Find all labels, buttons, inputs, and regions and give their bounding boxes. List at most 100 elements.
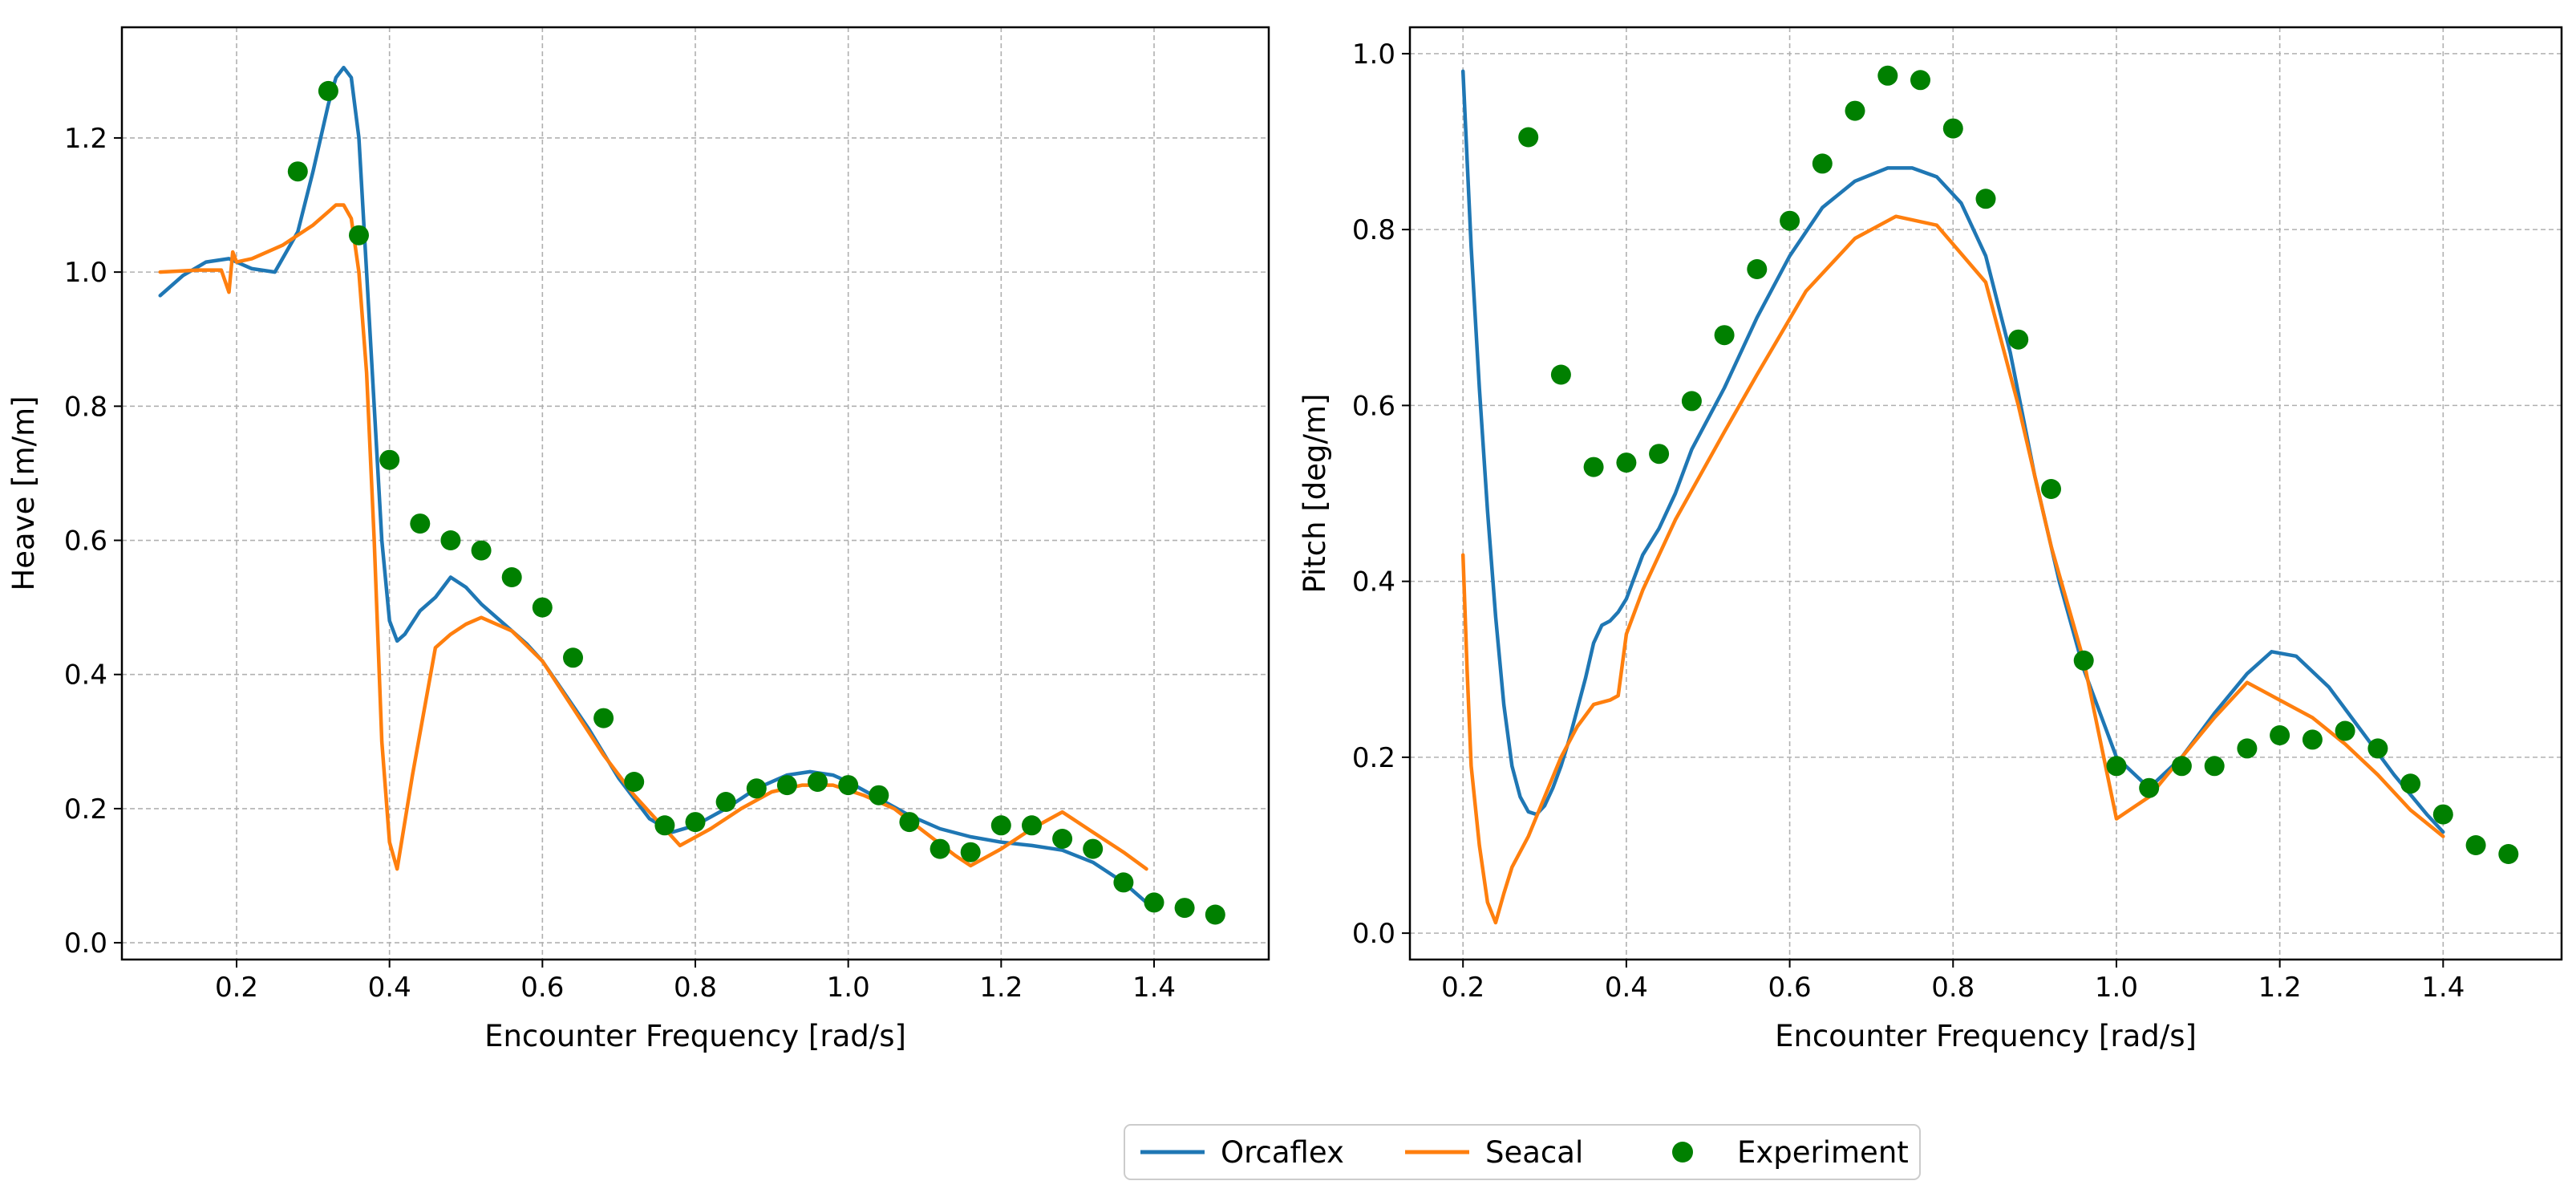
legend-experiment-label: Experiment [1737, 1135, 1909, 1170]
heave-ticks: 0.2 0.4 0.6 0.8 1.0 1.2 1.4 0.0 0.2 0.4 0.6 0.8 1.0 1… [64, 123, 1176, 1004]
pitch-experiment-point [1550, 364, 1571, 385]
heave-experiment-point [1113, 872, 1134, 893]
heave-experiment-point [776, 775, 797, 796]
legend: Orcaflex Seacal Experiment [1124, 1124, 1921, 1180]
pitch-experiment-point [2335, 720, 2355, 741]
heave-experiment-point [593, 708, 614, 728]
heave-experiment-point [685, 812, 706, 833]
pitch-experiment-point [2139, 777, 2160, 798]
heave-experiment-point [1052, 829, 1073, 849]
heave-seacal-line [158, 203, 1148, 871]
pitch-x-tick-label: 1.0 [2095, 972, 2138, 1004]
pitch-experiment-point [2302, 729, 2323, 750]
heave-experiment-point [318, 80, 338, 101]
pitch-experiment-point [2106, 756, 2127, 777]
pitch-y-tick-label: 0.8 [1352, 214, 1395, 246]
heave-experiment-point [532, 597, 553, 618]
pitch-grid [1410, 27, 2562, 960]
pitch-experiment-point [1780, 210, 1800, 231]
heave-experiment-point [1174, 898, 1195, 919]
pitch-x-tick-label: 0.4 [1605, 972, 1648, 1004]
pitch-experiment-point [2367, 738, 2388, 759]
heave-x-axis-label: Encounter Frequency [rad/s] [484, 1019, 906, 1053]
pitch-experiment-point [1877, 65, 1898, 86]
pitch-experiment-point [1583, 457, 1604, 477]
heave-experiment-point [990, 815, 1011, 836]
heave-experiment-point [1144, 892, 1164, 913]
pitch-x-tick-label: 1.4 [2421, 972, 2465, 1004]
heave-plot-area [158, 65, 1225, 925]
pitch-experiment-point [2171, 756, 2192, 777]
heave-y-tick-label: 0.6 [64, 525, 107, 558]
pitch-experiment-point [1812, 153, 1833, 174]
pitch-x-tick-label: 0.2 [1441, 972, 1484, 1004]
pitch-y-tick-label: 0.6 [1352, 390, 1395, 422]
legend-seacal-label: Seacal [1485, 1135, 1583, 1170]
pitch-experiment-point [2073, 650, 2094, 671]
heave-x-tick-label: 0.4 [368, 972, 411, 1004]
heave-experiment-point [440, 530, 461, 550]
pitch-ticks: 0.2 0.4 0.6 0.8 1.0 1.2 1.4 0.0 0.2 0.4 0.6 0.8 1.0 [1352, 39, 2465, 1004]
pitch-experiment-point [2465, 835, 2486, 855]
heave-experiment-point [379, 449, 400, 470]
pitch-seacal-line [1460, 214, 2445, 925]
heave-x-tick-label: 1.4 [1132, 972, 1176, 1004]
heave-experiment-point [563, 647, 583, 668]
heave-experiment-point [960, 842, 981, 862]
pitch-y-tick-label: 0.0 [1352, 918, 1395, 950]
pitch-x-tick-label: 0.8 [1931, 972, 1975, 1004]
pitch-y-axis-label: Pitch [deg/m] [1298, 394, 1332, 594]
heave-y-tick-label: 0.8 [64, 391, 107, 423]
heave-x-tick-label: 1.2 [979, 972, 1023, 1004]
heave-grid [122, 27, 1269, 960]
pitch-experiment-point [1845, 100, 1865, 121]
pitch-experiment-point [1616, 452, 1637, 473]
pitch-experiment-point [1681, 391, 1702, 412]
pitch-y-tick-label: 1.0 [1352, 39, 1395, 71]
heave-y-tick-label: 0.4 [64, 659, 107, 692]
heave-x-tick-label: 0.6 [520, 972, 564, 1004]
heave-experiment-point [1205, 904, 1225, 925]
heave-experiment-point [808, 772, 828, 792]
heave-y-axis-label: Heave [m/m] [6, 396, 41, 590]
heave-experiment-point [899, 812, 920, 833]
heave-experiment-point [287, 161, 308, 182]
heave-experiment-point [410, 513, 431, 534]
pitch-panel: 0.2 0.4 0.6 0.8 1.0 1.2 1.40.00.20.40.60.81.0 … [1298, 26, 2563, 1053]
heave-experiment-point [471, 540, 492, 561]
pitch-experiment-point [2204, 756, 2225, 777]
pitch-x-tick-label: 1.2 [2258, 972, 2302, 1004]
heave-x-tick-label: 0.8 [674, 972, 717, 1004]
pitch-experiment-point [2270, 725, 2290, 745]
heave-experiment-point [869, 785, 889, 805]
heave-y-tick-label: 0.2 [64, 793, 107, 826]
pitch-experiment-point [1649, 444, 1670, 465]
pitch-y-tick-label: 0.4 [1352, 566, 1395, 599]
heave-experiment-point [1022, 815, 1042, 836]
heave-experiment-point [501, 567, 522, 587]
heave-panel: 0.2 0.4 0.6 0.8 1.0 1.2 1.4 0.0 0.2 0.4 0.6 0.8 1.0 1… [6, 26, 1270, 1053]
legend-box [1124, 1124, 1921, 1180]
pitch-experiment-point [1942, 118, 1963, 139]
pitch-experiment-point [2237, 738, 2258, 759]
heave-y-tick-label: 1.0 [64, 257, 107, 289]
pitch-experiment-point [2400, 773, 2421, 794]
pitch-x-tick-label: 0.6 [1768, 972, 1812, 1004]
heave-x-tick-label: 1.0 [827, 972, 870, 1004]
heave-x-tick-label: 0.2 [215, 972, 258, 1004]
pitch-plot-area [1460, 65, 2519, 925]
heave-experiment-point [838, 775, 859, 796]
pitch-experiment-point [2041, 479, 2061, 499]
heave-experiment-point [930, 838, 950, 859]
pitch-experiment-point [1714, 325, 1735, 346]
pitch-axes-frame [1408, 26, 2563, 961]
legend-experiment-swatch [1672, 1142, 1693, 1163]
heave-experiment-point [1083, 838, 1104, 859]
pitch-experiment-point [2498, 844, 2519, 864]
pitch-experiment-point [1518, 127, 1539, 148]
pitch-experiment-point [1910, 70, 1930, 91]
pitch-x-axis-label: Encounter Frequency [rad/s] [1775, 1019, 2197, 1053]
heave-y-tick-label: 1.2 [64, 123, 107, 155]
